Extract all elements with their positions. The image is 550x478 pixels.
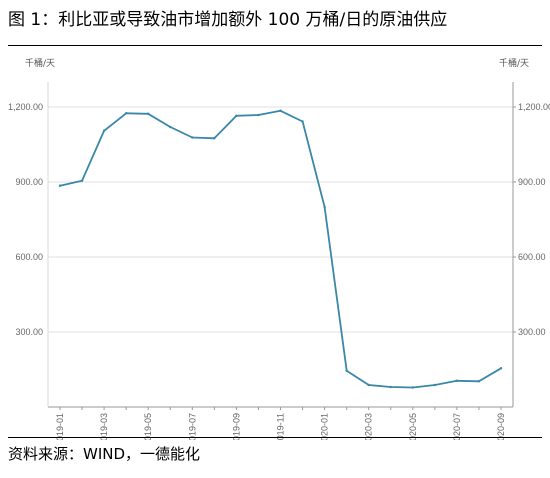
x-tick-label: 2019-05 — [143, 413, 153, 440]
axes — [47, 82, 516, 410]
tick-labels: 300.00 300.00 600.00 600.00 900.00 900.00 1,20… — [8, 102, 550, 440]
data-point — [345, 369, 348, 372]
source-rule — [8, 437, 542, 438]
x-tick-label: 2019-07 — [187, 413, 197, 440]
x-tick-label: 2020-01 — [320, 413, 330, 440]
series-line — [59, 109, 502, 389]
data-point — [411, 386, 414, 389]
data-point — [499, 367, 503, 370]
data-point — [80, 179, 84, 182]
x-tick-label: 2020-03 — [364, 413, 374, 440]
y-tick-label-left: 600.00 — [15, 252, 43, 262]
source-note: 资料来源：WIND，一德能化 — [8, 445, 201, 463]
data-point — [301, 120, 304, 123]
data-point — [58, 184, 62, 187]
data-point — [433, 383, 437, 387]
data-point — [367, 383, 370, 387]
y-tick-label-left: 900.00 — [15, 177, 43, 187]
gridlines — [48, 106, 513, 333]
title-rule — [8, 45, 542, 46]
data-point — [455, 379, 459, 382]
data-point — [191, 136, 194, 139]
data-point — [279, 109, 282, 112]
y-axis-unit-right: 千桶/天 — [499, 57, 529, 69]
y-tick-label-left: 1,200.00 — [8, 102, 43, 112]
y-tick-label-right: 300.00 — [518, 327, 546, 337]
y-tick-label-left: 300.00 — [15, 327, 43, 337]
x-tick-label: 2020-09 — [496, 413, 506, 440]
data-point — [257, 113, 260, 117]
series — [58, 109, 503, 389]
data-point — [213, 137, 216, 140]
data-point — [124, 112, 128, 115]
y-axis-unit-left: 千桶/天 — [25, 57, 55, 69]
x-tick-label: 2019-09 — [231, 413, 241, 440]
y-tick-label-right: 600.00 — [518, 252, 546, 262]
x-tick-label: 2019-03 — [99, 413, 109, 440]
data-point — [477, 380, 481, 383]
data-point — [102, 129, 106, 132]
y-tick-label-right: 900.00 — [518, 177, 546, 187]
x-tick-label: 2020-05 — [408, 413, 418, 440]
figure-title: 图 1：利比亚或导致油市增加额外 100 万桶/日的原油供应 — [8, 10, 448, 30]
data-point — [389, 385, 392, 389]
data-point — [235, 114, 238, 117]
x-tick-label: 2020-07 — [452, 413, 462, 440]
x-tick-label: 2019-11 — [276, 413, 286, 440]
line-chart: 300.00 300.00 600.00 600.00 900.00 900.00 1,20… — [8, 57, 550, 440]
data-point — [147, 112, 150, 115]
data-point — [323, 205, 326, 209]
y-tick-label-right: 1,200.00 — [518, 102, 550, 112]
x-tick-label: 2019-01 — [55, 413, 65, 440]
data-point — [169, 125, 172, 129]
